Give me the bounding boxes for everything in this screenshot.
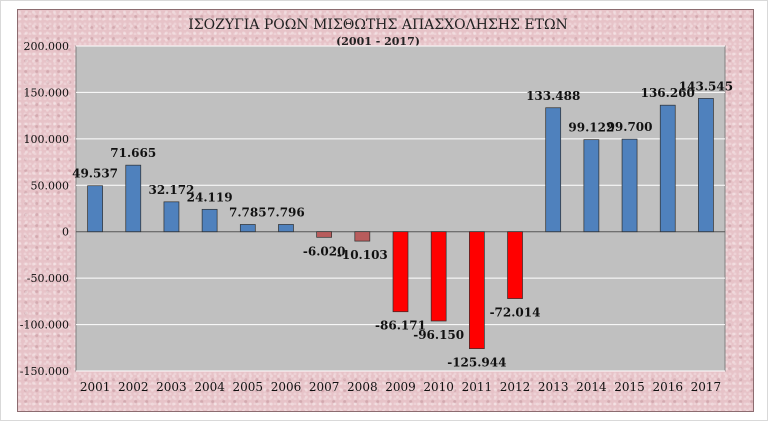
- bar-2008: [354, 231, 371, 242]
- bar-2006: [278, 224, 294, 233]
- data-label: 24.119: [187, 190, 233, 204]
- y-tick-label: -50.000: [27, 272, 69, 285]
- x-tick-label: 2009: [385, 380, 416, 394]
- y-tick-label: 50.000: [31, 179, 70, 192]
- x-tick-label: 2003: [156, 380, 187, 394]
- data-label: -96.150: [413, 328, 464, 342]
- bar-2013: [545, 107, 562, 233]
- plot-area: [75, 45, 726, 372]
- bar-2014: [583, 139, 600, 233]
- x-tick-label: 2011: [462, 380, 493, 394]
- y-tick-label: 0: [62, 226, 69, 239]
- data-label: 49.537: [72, 167, 118, 181]
- x-tick-label: 2017: [691, 380, 722, 394]
- y-tick-label: -150.000: [20, 365, 69, 378]
- bar-2002: [125, 164, 142, 233]
- data-label: -10.103: [337, 248, 388, 262]
- x-tick-label: 2001: [80, 380, 111, 394]
- data-label: -6.020: [303, 244, 346, 258]
- bar-2007: [316, 231, 332, 238]
- bar-2011: [469, 231, 485, 350]
- y-tick-label: 150.000: [24, 86, 70, 99]
- bar-2012: [507, 231, 523, 299]
- data-label: 32.172: [148, 183, 194, 197]
- chart-title: ΙΣΟΖΥΓΙΑ ΡΟΩΝ ΜΙΣΘΩΤΗΣ ΑΠΑΣΧΟΛΗΣΗΣ ΕΤΩΝ: [188, 17, 568, 33]
- chart-subtitle: (2001 - 2017): [336, 35, 420, 48]
- data-label: 99.700: [607, 120, 653, 134]
- bar-2010: [430, 231, 447, 322]
- bar-2009: [392, 231, 409, 313]
- x-tick-label: 2006: [271, 380, 302, 394]
- x-tick-label: 2016: [652, 380, 683, 394]
- bar-2001: [87, 185, 103, 233]
- x-axis-labels: 2001 2002 2003 2004 2005 2006 2007 2008 2009 2010…: [80, 380, 721, 394]
- data-label: 99.122: [568, 121, 614, 135]
- bar-2015: [621, 138, 638, 233]
- x-tick-label: 2004: [194, 380, 225, 394]
- data-label: 136.260: [641, 86, 695, 100]
- bars: [87, 98, 714, 350]
- y-tick-label: 100.000: [24, 133, 70, 146]
- x-tick-label: 2005: [233, 380, 264, 394]
- bar-2016: [659, 104, 676, 233]
- data-label: 133.488: [526, 89, 580, 103]
- data-label: -72.014: [490, 306, 541, 320]
- y-axis-ticks: 200.000 150.000 100.000 50.000 0 -50.000 -100.…: [20, 40, 69, 378]
- data-label: 7.785: [229, 205, 267, 219]
- data-label: -125.944: [447, 356, 506, 370]
- bar-2005: [239, 224, 256, 233]
- data-label: -86.171: [375, 319, 426, 333]
- x-tick-label: 2002: [118, 380, 149, 394]
- data-label: 71.665: [110, 146, 156, 160]
- bar-2017: [698, 98, 714, 233]
- x-tick-label: 2007: [309, 380, 340, 394]
- data-label: 7.796: [267, 205, 305, 219]
- data-label: 143.545: [679, 79, 733, 93]
- x-tick-label: 2014: [576, 380, 607, 394]
- x-tick-label: 2013: [538, 380, 569, 394]
- x-tick-label: 2010: [423, 380, 454, 394]
- x-tick-label: 2015: [614, 380, 645, 394]
- x-tick-label: 2008: [347, 380, 378, 394]
- x-tick-label: 2012: [500, 380, 531, 394]
- y-tick-label: 200.000: [24, 40, 70, 53]
- y-tick-label: -100.000: [20, 319, 69, 332]
- bar-2003: [163, 201, 180, 233]
- bar-2004: [201, 208, 218, 233]
